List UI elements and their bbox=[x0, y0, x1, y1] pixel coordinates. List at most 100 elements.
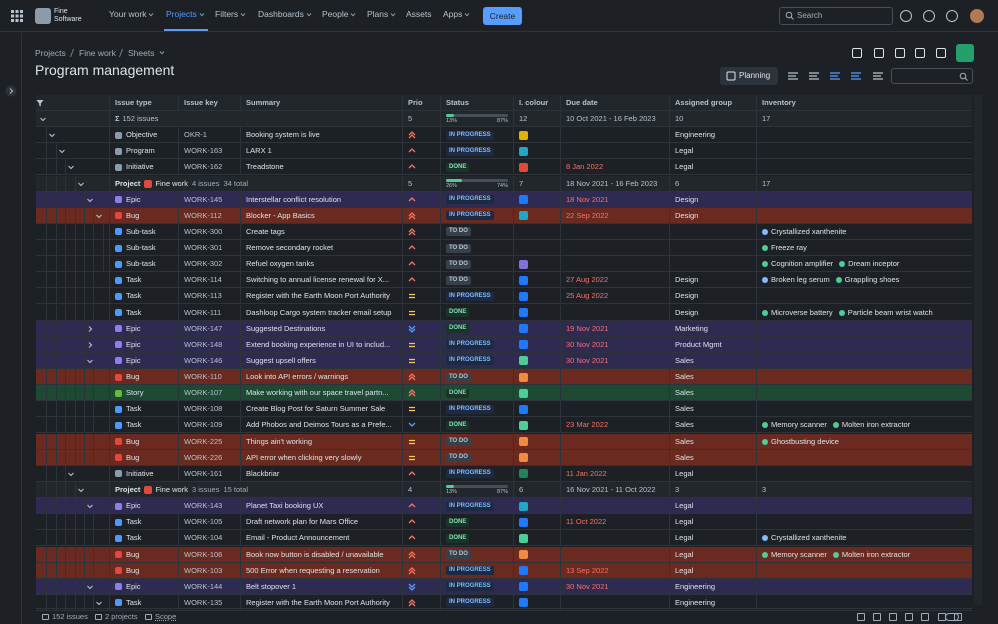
issue-row[interactable]: Epic WORK-148 Extend booking experience in… bbox=[36, 336, 972, 353]
issue-key[interactable]: WORK-225 bbox=[184, 436, 223, 446]
column-header[interactable]: Issue key bbox=[178, 95, 240, 111]
breadcrumb[interactable]: Sheets bbox=[128, 48, 155, 58]
header-icon[interactable] bbox=[852, 48, 862, 58]
avatar[interactable] bbox=[970, 9, 984, 23]
column-header[interactable]: Assigned group bbox=[669, 95, 756, 111]
issue-row[interactable]: Sub-task WORK-301 Remove secondary rocket T… bbox=[36, 240, 972, 257]
expander[interactable] bbox=[58, 147, 66, 155]
issue-row[interactable]: Task WORK-105 Draft network plan for Mars … bbox=[36, 514, 972, 531]
column-header[interactable]: Summary bbox=[240, 95, 402, 111]
issue-row[interactable]: Bug WORK-225 Things ain't working TO DO Sale… bbox=[36, 433, 972, 450]
issue-row[interactable]: Task WORK-111 Dashloop Cargo system tracke… bbox=[36, 304, 972, 321]
expander[interactable] bbox=[48, 131, 56, 139]
footer-tool[interactable] bbox=[921, 613, 929, 621]
issue-key[interactable]: WORK-226 bbox=[184, 452, 223, 462]
expander[interactable] bbox=[67, 163, 75, 171]
issue-row[interactable]: Task WORK-135 Register with the Earth Moon… bbox=[36, 594, 972, 611]
issue-row[interactable]: Epic WORK-145 Interstellar conflict resolu… bbox=[36, 191, 972, 208]
footer-item[interactable]: Scope bbox=[155, 612, 177, 621]
nav-item[interactable]: Plans bbox=[367, 9, 397, 19]
issue-key[interactable]: WORK-162 bbox=[184, 162, 223, 172]
expander[interactable] bbox=[77, 486, 85, 494]
issue-row[interactable]: Epic WORK-147 Suggested Destinations DONE 19… bbox=[36, 320, 972, 337]
issue-row[interactable]: Objective OKR-1 Booking system is live IN P… bbox=[36, 127, 972, 144]
search-box[interactable]: Search bbox=[779, 7, 893, 25]
expander[interactable] bbox=[39, 115, 47, 123]
header-icon[interactable] bbox=[936, 48, 946, 58]
expander[interactable] bbox=[86, 583, 94, 591]
issue-key[interactable]: WORK-163 bbox=[184, 146, 223, 156]
issue-row[interactable]: Task WORK-108 Create Blog Post for Saturn … bbox=[36, 401, 972, 418]
issue-row[interactable]: Bug WORK-112 Blocker - App Basics IN PROGRE… bbox=[36, 207, 972, 224]
issue-row[interactable]: Bug WORK-106 Book now button is disabled /… bbox=[36, 546, 972, 563]
issue-key[interactable]: WORK-146 bbox=[184, 355, 223, 365]
project-row[interactable]: Project Fine work 4 issues 34 total 5 26% 74% 7… bbox=[36, 175, 972, 192]
issue-row[interactable]: Task WORK-113 Register with the Earth Moon… bbox=[36, 288, 972, 305]
nav-item[interactable]: Assets bbox=[406, 9, 432, 19]
header-icon[interactable] bbox=[915, 48, 925, 58]
toggle[interactable] bbox=[945, 613, 959, 621]
issue-key[interactable]: WORK-111 bbox=[184, 307, 222, 317]
issue-key[interactable]: WORK-112 bbox=[184, 210, 222, 220]
breadcrumb[interactable]: Fine work bbox=[79, 48, 116, 58]
planning-button[interactable]: Planning bbox=[720, 67, 778, 85]
nav-item[interactable]: Apps bbox=[443, 9, 471, 19]
expander[interactable] bbox=[95, 212, 103, 220]
nav-item[interactable]: People bbox=[322, 9, 357, 19]
column-header[interactable]: Issue type bbox=[109, 95, 178, 111]
expander[interactable] bbox=[95, 599, 103, 607]
nav-item[interactable]: Filters bbox=[215, 9, 247, 19]
issue-row[interactable]: Sub-task WORK-302 Refuel oxygen tanks TO DO… bbox=[36, 256, 972, 273]
issue-row[interactable]: Task WORK-104 Email - Product Announcement… bbox=[36, 530, 972, 547]
issue-key[interactable]: WORK-114 bbox=[184, 275, 222, 285]
issue-key[interactable]: WORK-301 bbox=[184, 243, 223, 253]
issue-row[interactable]: Initiative WORK-161 Blackbriar IN PROGRESS 1… bbox=[36, 465, 972, 482]
column-header[interactable]: Due date bbox=[560, 95, 669, 111]
issue-key[interactable]: WORK-302 bbox=[184, 259, 223, 269]
footer-tool[interactable] bbox=[905, 613, 913, 621]
nav-item[interactable]: Dashboards bbox=[258, 9, 313, 19]
issue-key[interactable]: WORK-143 bbox=[184, 501, 223, 511]
issue-row[interactable]: Task WORK-114 Switching to annual license … bbox=[36, 272, 972, 289]
issue-key[interactable]: WORK-113 bbox=[184, 291, 222, 301]
issue-row[interactable]: Task WORK-109 Add Phobos and Deimos Tours … bbox=[36, 417, 972, 434]
nav-item[interactable]: Your work bbox=[109, 9, 155, 19]
issue-key[interactable]: WORK-105 bbox=[184, 517, 223, 527]
issue-row[interactable]: Bug WORK-226 API error when clicking very … bbox=[36, 449, 972, 466]
issue-key[interactable]: WORK-145 bbox=[184, 194, 223, 204]
footer-tool[interactable] bbox=[889, 613, 897, 621]
footer-tool[interactable] bbox=[873, 613, 881, 621]
footer-tool[interactable] bbox=[857, 613, 865, 621]
issue-key[interactable]: WORK-110 bbox=[184, 372, 222, 382]
issue-key[interactable]: WORK-107 bbox=[184, 388, 223, 398]
issue-key[interactable]: WORK-106 bbox=[184, 549, 223, 559]
issue-key[interactable]: WORK-135 bbox=[184, 597, 223, 607]
expander[interactable] bbox=[67, 470, 75, 478]
issue-key[interactable]: OKR-1 bbox=[184, 130, 207, 140]
nav-icon[interactable] bbox=[900, 10, 912, 22]
issue-key[interactable]: WORK-148 bbox=[184, 339, 223, 349]
issue-key[interactable]: WORK-104 bbox=[184, 533, 223, 543]
nav-icon[interactable] bbox=[946, 10, 958, 22]
app-icon[interactable] bbox=[956, 44, 974, 62]
expander[interactable] bbox=[86, 196, 94, 204]
nav-item[interactable]: Projects bbox=[166, 9, 206, 19]
expander[interactable] bbox=[86, 325, 94, 333]
issue-row[interactable]: Story WORK-107 Make working with our space… bbox=[36, 385, 972, 402]
issue-key[interactable]: WORK-147 bbox=[184, 323, 223, 333]
column-header[interactable]: Inventory bbox=[756, 95, 972, 111]
expander[interactable] bbox=[86, 502, 94, 510]
issue-row[interactable]: Program WORK-163 LARX 1 IN PROGRESS Legal bbox=[36, 143, 972, 160]
column-header[interactable]: Status bbox=[440, 95, 513, 111]
issue-key[interactable]: WORK-144 bbox=[184, 581, 223, 591]
create-button[interactable]: Create bbox=[483, 7, 522, 25]
issue-row[interactable]: Sub-task WORK-300 Create tags TO DO Crystall… bbox=[36, 223, 972, 240]
table-search[interactable] bbox=[891, 68, 973, 84]
column-header[interactable]: Prio bbox=[402, 95, 440, 111]
nav-icon[interactable] bbox=[923, 10, 935, 22]
column-header[interactable]: I. colour bbox=[513, 95, 560, 111]
expander[interactable] bbox=[86, 357, 94, 365]
issue-row[interactable]: Bug WORK-103 500 Error when requesting a r… bbox=[36, 562, 972, 579]
issue-key[interactable]: WORK-108 bbox=[184, 404, 223, 414]
issue-key[interactable]: WORK-300 bbox=[184, 226, 223, 236]
